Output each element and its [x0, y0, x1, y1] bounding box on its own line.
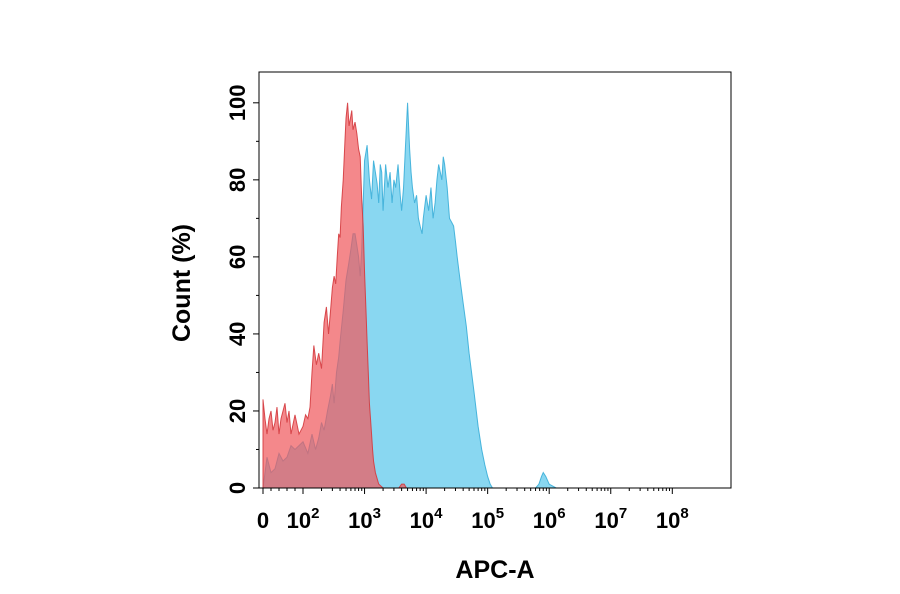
y-tick-label: 0 — [225, 482, 250, 494]
x-tick-label: 105 — [471, 505, 504, 533]
series-area-1 — [262, 102, 673, 489]
y-tick-label: 60 — [225, 245, 250, 269]
x-tick-label: 106 — [533, 505, 566, 533]
x-tick-label: 102 — [287, 505, 320, 533]
y-tick-label: 80 — [225, 168, 250, 192]
y-axis: 0 20 40 60 80 100 — [225, 84, 259, 494]
y-tick-label: 40 — [225, 322, 250, 346]
y-axis-title: Count (%) — [168, 224, 196, 342]
series-layer — [262, 102, 673, 489]
x-tick-label: 104 — [410, 505, 443, 533]
x-axis: 0 102 103 104 105 106 107 108 — [257, 488, 689, 533]
x-tick-label: 108 — [656, 505, 689, 533]
y-tick-label: 100 — [225, 84, 250, 121]
x-tick-label: 107 — [594, 505, 627, 533]
y-tick-label: 20 — [225, 399, 250, 423]
x-tick-label: 103 — [348, 505, 381, 533]
x-axis-title: APC-A — [455, 556, 534, 584]
x-tick-label: 0 — [257, 508, 269, 533]
plot-frame — [258, 71, 732, 489]
